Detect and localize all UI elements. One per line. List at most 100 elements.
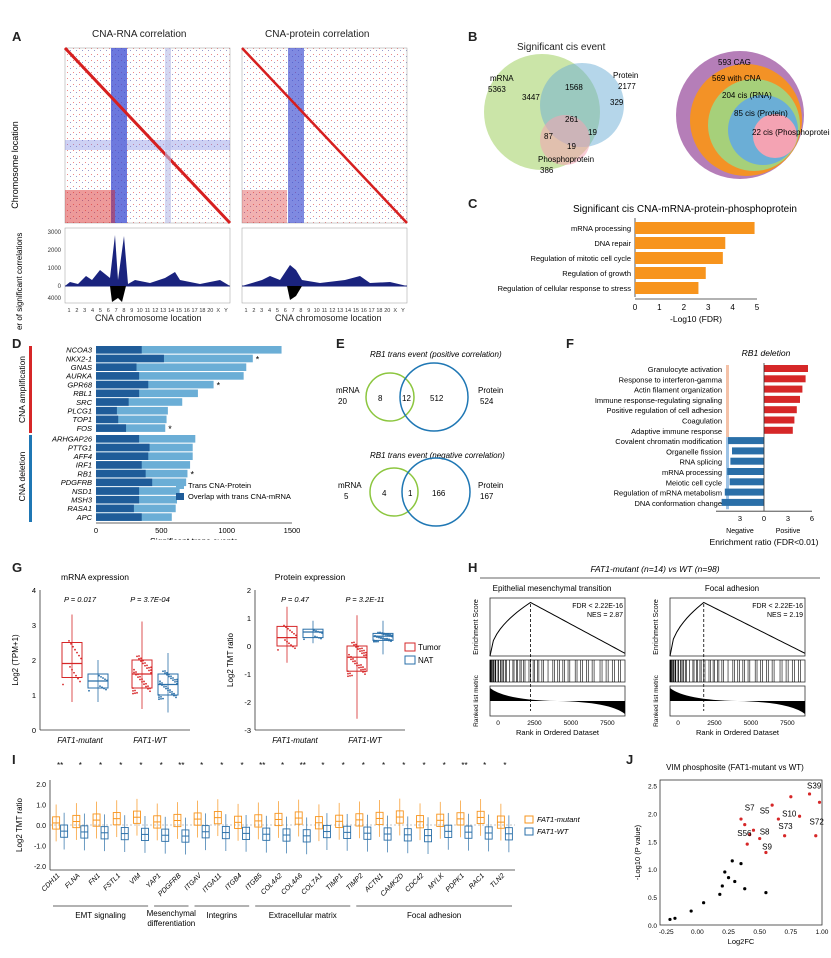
g-point xyxy=(357,648,359,650)
d-gene-label: FOS xyxy=(77,424,92,433)
chrom-tick: 12 xyxy=(329,308,335,314)
d-bar-overlap xyxy=(96,415,119,424)
h-rank-ylabel: Ranked list metric xyxy=(653,674,660,726)
g-point xyxy=(147,687,149,690)
g-point xyxy=(364,673,366,676)
j-point-red xyxy=(814,834,818,838)
g-point xyxy=(150,671,152,674)
i-star: * xyxy=(443,761,446,770)
d-star: * xyxy=(168,424,172,434)
venn-mrna-protein: 1568 xyxy=(565,83,583,92)
g-point xyxy=(138,657,140,660)
g-point xyxy=(159,680,161,683)
g-point xyxy=(357,645,359,648)
g-point xyxy=(350,655,352,658)
g-point xyxy=(134,692,136,695)
h-xtick: 0 xyxy=(676,720,680,727)
f-title: RB1 deletion xyxy=(742,348,791,358)
venn-protein-label: Protein xyxy=(613,71,638,80)
g-point xyxy=(350,658,352,661)
i-gene-label: ITGA11 xyxy=(202,872,224,894)
f-bar-positive xyxy=(764,395,800,403)
d-bar-overlap xyxy=(96,469,146,478)
panel-label-b: B xyxy=(468,29,478,44)
f-pos-group-bar xyxy=(726,365,729,438)
g-point xyxy=(363,654,365,657)
g-point xyxy=(158,696,160,699)
g-point xyxy=(168,675,170,678)
g-point xyxy=(75,674,77,677)
i-gene-label: ITGB4 xyxy=(224,872,243,891)
f-category-label: Positive regulation of cell adhesion xyxy=(607,406,723,415)
d-gene-label: RBL1 xyxy=(73,389,92,398)
d-bar-overlap xyxy=(96,495,140,504)
g-point xyxy=(136,655,138,658)
g-point xyxy=(174,680,176,683)
g-point xyxy=(384,637,386,640)
g-point xyxy=(159,682,161,685)
panel-label-a: A xyxy=(12,29,22,44)
chrom-tick: Y xyxy=(224,308,228,314)
chrom-tick: 13 xyxy=(160,308,166,314)
g-point xyxy=(321,632,323,634)
panel-e-venn: RB1 trans event (positive correlation) m… xyxy=(336,350,505,527)
chrom-tick: 6 xyxy=(107,308,110,314)
cna-protein-title: CNA-protein correlation xyxy=(265,29,370,40)
i-star: * xyxy=(139,761,142,770)
heatmap-protein xyxy=(241,47,408,224)
g-point xyxy=(141,678,143,680)
d-bar-overlap xyxy=(96,461,142,469)
f-category-label: Actin filament organization xyxy=(634,386,722,395)
cis-event-title-text: Significant cis event xyxy=(517,42,606,53)
d-gene-label: TOP1 xyxy=(73,415,92,424)
h-nes: NES = 2.87 xyxy=(587,612,623,619)
chrom-tick: 11 xyxy=(322,308,328,314)
g-point xyxy=(303,638,305,641)
g-point xyxy=(315,630,317,632)
j-xlabel: Log2FC xyxy=(728,937,755,946)
g-point xyxy=(150,669,152,671)
g-point xyxy=(161,684,163,686)
venn-protein-total: 2177 xyxy=(618,82,636,91)
i-category-label: Focal adhesion xyxy=(407,911,461,920)
d-gene-label: GNAS xyxy=(71,363,92,372)
g-point xyxy=(149,687,151,690)
g-pval: P = 0.47 xyxy=(281,595,310,604)
i-star: * xyxy=(220,761,223,770)
g-point xyxy=(360,664,362,666)
chrom-tick: X xyxy=(216,308,220,314)
j-point-black xyxy=(739,862,743,866)
i-gene-label: YAP1 xyxy=(145,872,162,889)
d-xtick: 0 xyxy=(94,526,98,535)
i-gene-label: COL7A1 xyxy=(300,872,324,896)
d-bar-overlap xyxy=(96,487,140,495)
g-point xyxy=(355,643,357,646)
chrom-tick: 15 xyxy=(353,308,359,314)
g-point xyxy=(165,687,167,690)
g-point xyxy=(88,689,90,692)
g-point xyxy=(362,666,364,668)
g-point xyxy=(355,646,357,648)
g-point xyxy=(142,659,144,662)
g-pval: P = 3.2E-11 xyxy=(346,595,385,604)
g-group-label: FAT1-mutant xyxy=(57,736,103,745)
h-xtick: 0 xyxy=(496,720,500,727)
g-point xyxy=(173,692,175,695)
d-bar-protein xyxy=(96,504,176,513)
c-xtick: 0 xyxy=(633,303,638,312)
g-ytick: -1 xyxy=(244,670,251,679)
d-bar-overlap xyxy=(96,363,137,371)
venn-mrna-label: mRNA xyxy=(490,74,514,83)
g-point xyxy=(74,648,76,651)
nested-label: 204 cis (RNA) xyxy=(722,91,772,100)
g-point xyxy=(106,679,108,682)
i-ytick: 0.0 xyxy=(36,823,46,830)
g-point xyxy=(386,637,388,640)
g-point xyxy=(80,657,82,660)
j-point-red xyxy=(739,817,743,821)
g-point xyxy=(176,680,178,683)
nested-label: 569 with CNA xyxy=(712,74,762,83)
g-point xyxy=(348,653,350,656)
chart-c-title: Significant cis CNA-mRNA-protein-phospho… xyxy=(573,204,797,215)
f-bar-negative xyxy=(732,447,764,455)
